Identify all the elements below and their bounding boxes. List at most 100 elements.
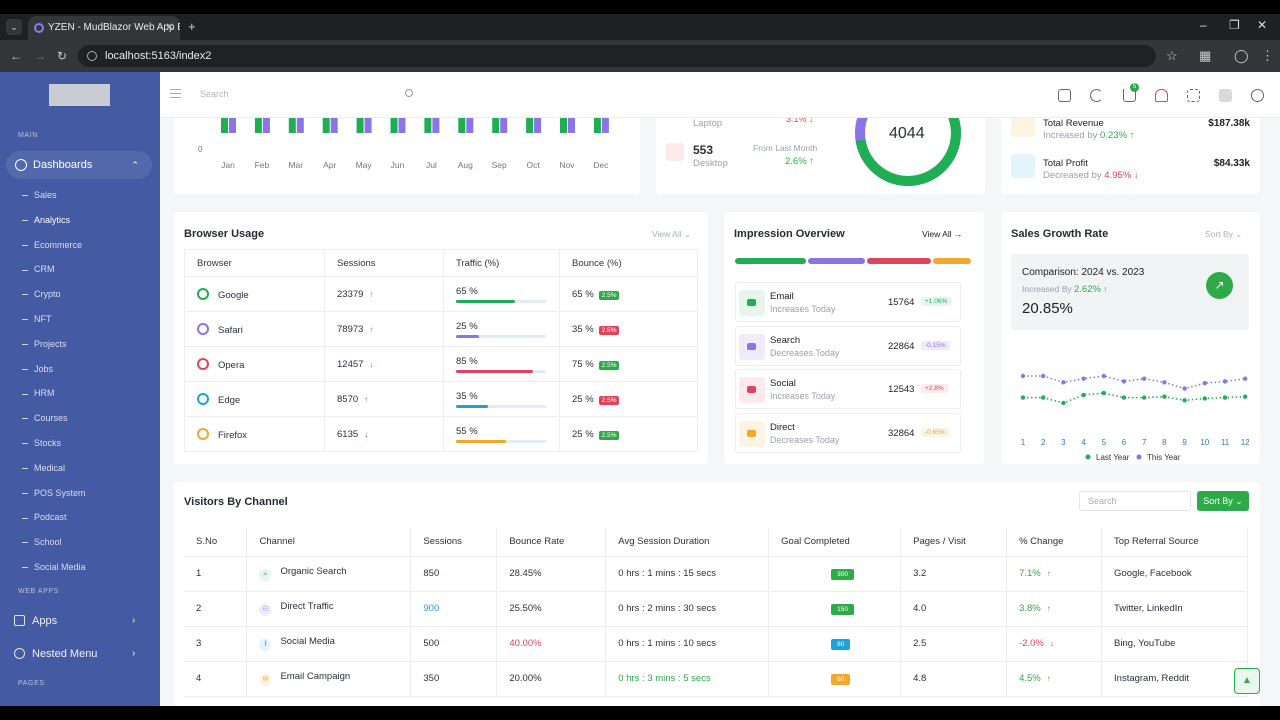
increased-by-text: Increased By 2.62% ↑ [1022, 284, 1108, 295]
browser-cell: Edge [184, 381, 325, 417]
data-point [1142, 376, 1147, 381]
traffic-progress-bar [456, 334, 546, 338]
table-row: Safari 78973 ↑ 25 % 35 % 2.5% [184, 311, 698, 347]
desktop-change: 2.6% ↑ [785, 156, 815, 167]
sidebar-item-hrm[interactable]: HRM [22, 388, 55, 398]
sessions-value: 78973 [337, 323, 364, 335]
visitors-sort-by-button[interactable]: Sort By ⌄ [1197, 491, 1249, 511]
sidebar-item-nested-menu[interactable]: Nested Menu › [14, 648, 135, 660]
social-channel-icon [739, 377, 765, 403]
browser-menu-icon[interactable]: ⋮ [1261, 48, 1274, 63]
sidebar-item-ecommerce[interactable]: Ecommerce [22, 240, 82, 250]
tab-search-icon[interactable]: ⌄ [6, 19, 22, 35]
sidebar-item-stocks[interactable]: Stocks [22, 438, 61, 448]
url-field[interactable]: localhost:5163/index2 [78, 45, 1156, 67]
change-cell: -2.0% ↓ [1006, 626, 1103, 662]
sales-growth-sort-by[interactable]: Sort By ⌄ [1205, 229, 1243, 239]
bullet-icon [22, 294, 28, 296]
notification-bell-icon[interactable] [1155, 89, 1168, 102]
email-channel-icon [739, 290, 765, 316]
sessions-cell: 6135 ↓ [324, 416, 444, 452]
reload-icon[interactable]: ↻ [57, 49, 68, 63]
sidebar-item-sales[interactable]: Sales [22, 190, 57, 200]
x-tick-label: May [356, 160, 373, 170]
sidebar-item-school[interactable]: School [22, 537, 62, 547]
minimize-icon[interactable]: – [1200, 18, 1207, 32]
profit-download-icon [1011, 154, 1035, 178]
sidebar-item-label: Projects [34, 338, 67, 349]
sidebar-item-crypto[interactable]: Crypto [22, 289, 61, 299]
extensions-icon[interactable]: ▦ [1199, 48, 1212, 63]
impression-view-all[interactable]: View All → [922, 229, 963, 239]
dark-mode-moon-icon[interactable] [1090, 89, 1103, 102]
data-point [1222, 379, 1228, 384]
icon-glyph [747, 429, 756, 437]
sidebar-item-crm[interactable]: CRM [22, 264, 55, 274]
logo[interactable] [49, 84, 110, 106]
bounce-cell: 25 % 2.5% [559, 381, 698, 417]
traffic-cell: 25 % [443, 311, 560, 347]
impression-name: Email [770, 291, 794, 302]
sidebar-section-web-apps: WEB APPS [18, 588, 59, 595]
sales-growth-card: Sales Growth Rate Sort By ⌄ Comparison: … [1001, 212, 1260, 464]
column-header: Sessions [324, 249, 444, 277]
tab-title: YZEN - MudBlazor Web App Bl... [48, 22, 180, 33]
traffic-cell: 55 % [443, 416, 560, 452]
impression-row-direct: Direct Decreases Today 32864 -0.65% [735, 412, 961, 453]
avatar[interactable] [1219, 89, 1232, 102]
browser-usage-title: Browser Usage [184, 228, 265, 240]
window-close-icon[interactable]: ✕ [1257, 18, 1268, 32]
sidebar-item-nft[interactable]: NFT [22, 314, 52, 324]
sidebar-item-pos-system[interactable]: POS System [22, 488, 86, 498]
sidebar-item-medical[interactable]: Medical [22, 463, 65, 473]
sidebar-item-analytics[interactable]: Analytics [22, 215, 70, 225]
back-icon[interactable]: ← [10, 49, 22, 63]
x-tick-label: 6 [1122, 438, 1127, 447]
sidebar-item-courses[interactable]: Courses [22, 413, 68, 423]
bookmark-star-icon[interactable]: ☆ [1166, 48, 1178, 63]
scroll-to-top-button[interactable]: ▲ [1234, 668, 1260, 694]
visitors-search-input[interactable]: Search [1079, 491, 1191, 511]
tab-favicon-icon [34, 23, 44, 33]
browser-tab-strip: ⌄ YZEN - MudBlazor Web App Bl... ✕ + – ❐… [0, 14, 1280, 40]
menu-toggle-icon[interactable] [170, 89, 181, 98]
change-cell: 4.5% ↑ [1006, 661, 1103, 697]
trending-up-icon[interactable]: ↗ [1206, 272, 1233, 299]
traffic-value: 85 % [456, 355, 478, 367]
browser-tab[interactable]: YZEN - MudBlazor Web App Bl... ✕ [28, 16, 180, 40]
sno-cell: 1 [184, 556, 248, 592]
desktop-label: Desktop [693, 158, 728, 169]
sidebar-item-jobs[interactable]: Jobs [22, 364, 53, 374]
sessions-value: 6135 [337, 428, 359, 440]
sidebar-item-projects[interactable]: Projects [22, 339, 67, 349]
browser-usage-view-all[interactable]: View All ⌄ [652, 229, 692, 239]
sidebar-item-social-media[interactable]: Social Media [22, 562, 86, 572]
tab-close-icon[interactable]: ✕ [165, 22, 174, 33]
new-tab-icon[interactable]: + [188, 19, 196, 34]
goal-cell: 300 [768, 556, 902, 592]
restore-icon[interactable]: ❐ [1229, 18, 1240, 32]
sessions-value: 12457 [337, 358, 364, 370]
site-info-icon[interactable] [87, 51, 97, 61]
bounce-cell: 35 % 2.5% [559, 311, 698, 347]
sessions-value: 23379 [337, 288, 364, 300]
cart-icon[interactable] [1123, 89, 1136, 102]
traffic-progress-bar [456, 404, 546, 408]
sidebar-item-dashboards[interactable]: Dashboards ⌃ [6, 151, 152, 179]
bounce-rate-cell: 40.00% [496, 626, 607, 662]
x-tick-label: Mar [288, 160, 303, 170]
forward-icon[interactable]: → [34, 49, 46, 63]
fullscreen-icon[interactable] [1187, 89, 1200, 102]
sidebar-item-apps[interactable]: Apps › [14, 615, 135, 627]
search-input[interactable]: Search [200, 89, 229, 99]
settings-gear-icon[interactable] [1251, 89, 1264, 102]
data-point [1182, 386, 1187, 391]
sidebar-item-podcast[interactable]: Podcast [22, 512, 67, 522]
profile-icon[interactable]: ◯ [1234, 48, 1249, 63]
arrow-up-icon: ↑ [369, 289, 374, 299]
app-root: MAIN Dashboards ⌃ Sales Analytics Ecommerc… [0, 72, 1280, 706]
translate-icon[interactable] [1058, 89, 1071, 102]
bullet-icon [22, 418, 28, 420]
search-icon[interactable] [405, 89, 413, 97]
channel-name: Social Media [280, 636, 335, 647]
